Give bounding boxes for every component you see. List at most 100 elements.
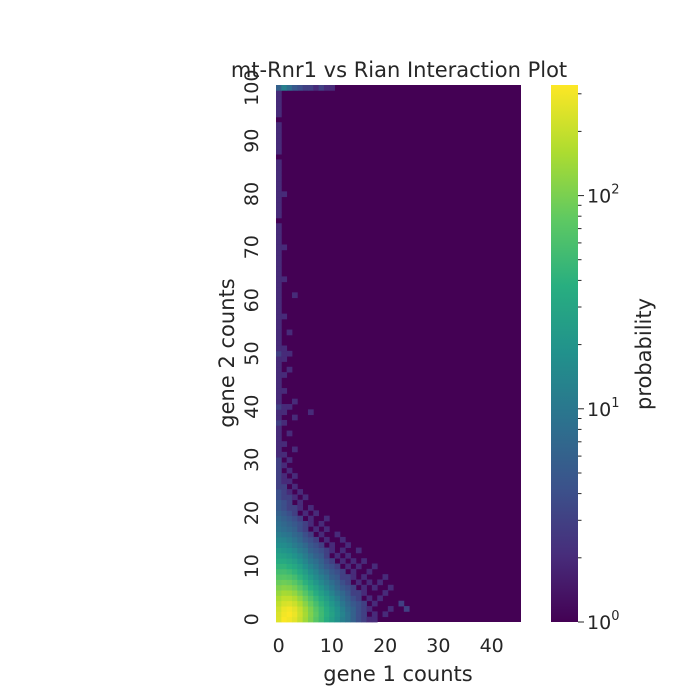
heatmap-cell <box>276 100 282 107</box>
heatmap-cell <box>291 531 298 538</box>
heatmap-cell <box>297 489 304 495</box>
heatmap-cell <box>323 616 330 623</box>
heatmap-cell <box>297 584 304 591</box>
heatmap-cell <box>307 505 314 511</box>
heatmap-cell <box>323 595 330 602</box>
heatmap-cell <box>302 494 309 501</box>
heatmap-cell <box>307 616 314 623</box>
heatmap-cell <box>329 579 335 586</box>
heatmap-cell <box>281 568 288 575</box>
heatmap-cell <box>276 382 282 389</box>
heatmap-cell <box>276 122 282 128</box>
heatmap-cell <box>281 489 288 495</box>
heatmap-cell <box>339 536 346 543</box>
y-tick-label: 90 <box>241 129 263 153</box>
heatmap-cell <box>276 127 282 134</box>
heatmap-cell <box>276 398 282 405</box>
heatmap-cell <box>297 520 304 527</box>
heatmap-cell <box>318 579 325 586</box>
heatmap-cell <box>366 616 373 623</box>
heatmap-cell <box>276 499 282 506</box>
heatmap-cell <box>276 611 282 618</box>
heatmap-cell <box>291 520 298 527</box>
heatmap-cell <box>276 148 282 155</box>
heatmap-cell <box>355 606 362 612</box>
heatmap-cell <box>302 616 309 623</box>
heatmap-cell <box>276 494 282 501</box>
heatmap-cell <box>276 313 282 320</box>
heatmap-cell <box>313 568 320 575</box>
y-tick-label: 40 <box>241 395 263 419</box>
heatmap-cell <box>276 606 282 612</box>
heatmap-cell <box>276 531 282 538</box>
heatmap-cell <box>387 584 394 591</box>
heatmap-cell <box>276 324 282 330</box>
heatmap-cell <box>276 515 282 522</box>
heatmap-cell <box>302 536 309 543</box>
heatmap-cell <box>377 579 383 586</box>
heatmap-cell <box>276 563 282 570</box>
heatmap-cell <box>345 579 351 586</box>
heatmap-cell <box>281 276 288 283</box>
heatmap-cell <box>297 600 304 607</box>
heatmap-cell <box>334 595 341 602</box>
heatmap-cell <box>313 595 320 602</box>
heatmap-cell <box>313 611 320 618</box>
heatmap-cell <box>291 579 298 586</box>
heatmap-cell <box>334 590 341 596</box>
heatmap-cell <box>276 526 282 533</box>
heatmap-cell <box>318 584 325 591</box>
heatmap-cell <box>281 451 288 458</box>
heatmap-cell <box>361 584 367 591</box>
heatmap-cell <box>276 372 282 378</box>
heatmap-cell <box>276 308 282 315</box>
heatmap-cell <box>307 568 314 575</box>
heatmap-cell <box>307 515 314 522</box>
heatmap-cell <box>291 414 298 421</box>
heatmap-cell <box>291 526 298 533</box>
heatmap-cell <box>281 542 288 548</box>
heatmap-cell <box>276 175 282 182</box>
heatmap-cell <box>361 616 367 623</box>
heatmap-cell <box>297 505 304 511</box>
heatmap-cell <box>276 287 282 293</box>
heatmap-cell <box>281 595 288 602</box>
heatmap-cell <box>276 132 282 139</box>
heatmap-cell <box>339 616 346 623</box>
heatmap-cell <box>318 606 325 612</box>
heatmap-cell <box>291 568 298 575</box>
heatmap-cell <box>276 579 282 586</box>
heatmap-cell <box>297 563 304 570</box>
heatmap-cell <box>276 207 282 214</box>
heatmap-cell <box>297 542 304 548</box>
heatmap-cell <box>276 297 282 304</box>
heatmap-cell <box>313 542 320 548</box>
heatmap-cell <box>361 558 367 564</box>
heatmap-cell <box>276 249 282 256</box>
heatmap-cell <box>345 595 351 602</box>
heatmap-cell <box>276 435 282 442</box>
heatmap-cell <box>302 552 309 559</box>
heatmap-cell <box>276 318 282 325</box>
colorbar-label: probability <box>632 298 656 410</box>
heatmap-cell <box>307 600 314 607</box>
heatmap-cell <box>276 201 282 208</box>
heatmap-cell <box>297 590 304 596</box>
heatmap-cell <box>345 616 351 623</box>
heatmap-cell <box>281 558 288 564</box>
heatmap-cell <box>281 473 288 479</box>
heatmap-cell <box>313 547 320 554</box>
heatmap-cell <box>276 223 282 229</box>
heatmap-cell <box>318 85 325 91</box>
y-tick-label: 20 <box>241 501 263 525</box>
heatmap-cell <box>339 595 346 602</box>
heatmap-cell <box>276 414 282 421</box>
heatmap-cell <box>355 600 362 607</box>
heatmap-cell <box>345 563 351 570</box>
heatmap-cell <box>281 85 288 91</box>
heatmap-cell <box>276 276 282 283</box>
heatmap-cell <box>302 520 309 527</box>
heatmap-cell <box>329 558 335 564</box>
heatmap-cell <box>339 611 346 618</box>
heatmap-cell <box>276 595 282 602</box>
